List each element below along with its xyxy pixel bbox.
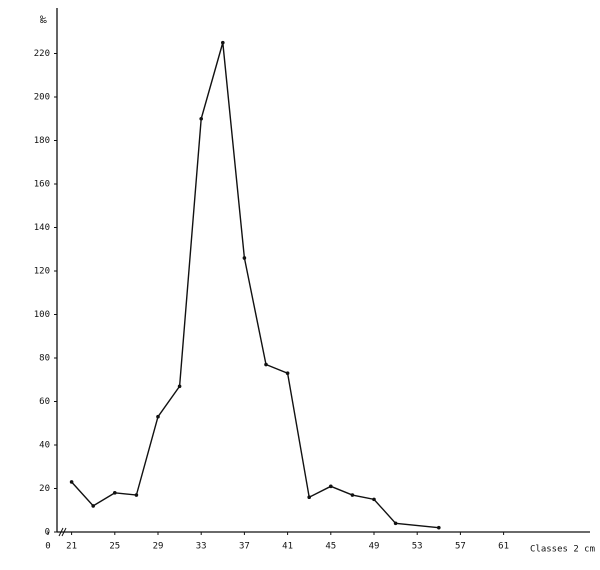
- y-tick-label: 220: [34, 49, 50, 59]
- y-tick-label: 140: [34, 223, 50, 233]
- point: [393, 521, 398, 526]
- x-tick-label: 53: [412, 542, 423, 552]
- x-tick-label: 29: [153, 542, 164, 552]
- x-tick-label: 37: [239, 542, 250, 552]
- point: [113, 491, 117, 495]
- x-tick-label: 49: [369, 542, 380, 552]
- point: [264, 362, 268, 367]
- point: [199, 116, 203, 121]
- point: [437, 525, 441, 530]
- x-tick-label: 21: [66, 542, 77, 552]
- point: [350, 493, 355, 497]
- axis-break: [61, 527, 67, 537]
- x-tick-label: 25: [109, 542, 120, 552]
- x-tick-label: 33: [196, 542, 207, 552]
- y-tick-label: 200: [34, 93, 50, 103]
- y-axis-label: ‰: [40, 13, 47, 26]
- x-tick-label: 41: [282, 542, 293, 552]
- point: [91, 504, 95, 508]
- y-tick-label: 160: [34, 180, 50, 190]
- axis-break: [58, 527, 64, 537]
- line: [71, 42, 439, 529]
- y-tick-label: 0: [45, 528, 50, 538]
- x-axis-label: Classes 2 cm: [530, 545, 595, 555]
- x-tick-label: 45: [325, 542, 336, 552]
- y-tick-label: 60: [39, 397, 50, 407]
- point: [372, 497, 376, 502]
- y-tick-label: 180: [34, 136, 50, 146]
- point: [177, 384, 182, 389]
- x-tick-label: 57: [455, 542, 466, 552]
- point: [285, 371, 290, 376]
- point: [221, 40, 225, 45]
- x-tick-label: 61: [498, 542, 509, 552]
- point: [242, 256, 247, 260]
- y-tick-label: 20: [39, 484, 50, 494]
- point: [307, 495, 312, 500]
- point: [134, 493, 139, 497]
- y-tick-label: 40: [39, 441, 50, 451]
- y-tick-label: 120: [34, 267, 50, 277]
- point: [156, 414, 160, 419]
- y-tick-label: 100: [34, 310, 50, 320]
- point: [69, 480, 74, 484]
- y-tick-label: 80: [39, 354, 50, 364]
- point: [329, 484, 333, 489]
- x-tick-label: 0: [45, 542, 50, 552]
